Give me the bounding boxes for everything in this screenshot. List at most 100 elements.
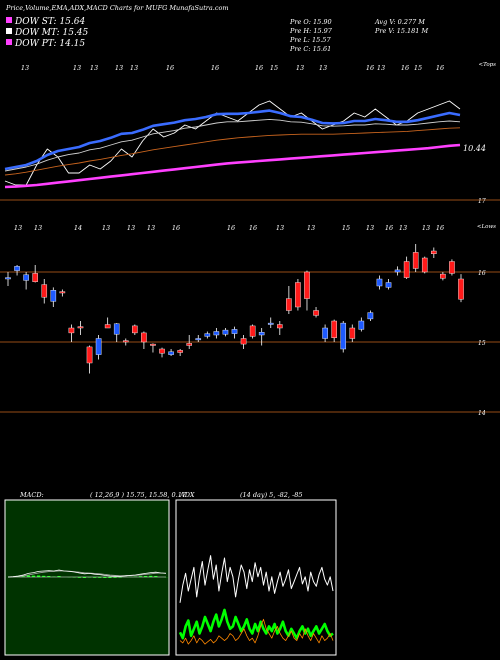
legend-entry: DOW ST: 15.64 — [14, 17, 85, 27]
price-candle — [358, 317, 365, 332]
price-candle — [385, 279, 392, 290]
price-candle — [68, 324, 75, 342]
candle-body — [394, 269, 401, 273]
price-candle — [5, 272, 11, 286]
candle-body — [331, 320, 337, 338]
price-top-tick: 13 — [102, 224, 110, 232]
price-top-tick: 16 — [249, 224, 257, 232]
candle-body — [277, 324, 283, 329]
candle-body — [5, 277, 11, 280]
price-top-tick: 13 — [399, 224, 407, 232]
price-candle — [168, 349, 174, 356]
price-candle — [32, 265, 38, 283]
price-panel: 13 13 14 13 13 13 16 16 16 13 13 15 13 16 13 13 16 <Lows 1… — [0, 224, 500, 417]
ema-top-tick: 13 — [319, 64, 327, 72]
price-candle — [367, 310, 374, 321]
candle-body — [14, 266, 20, 271]
price-top-tick: 16 — [172, 224, 180, 232]
ema-top-tick: 13 — [90, 64, 98, 72]
price-candle — [322, 324, 328, 342]
price-candle — [313, 307, 319, 318]
candle-body — [177, 350, 183, 353]
price-candle — [213, 328, 220, 339]
candle-body — [313, 310, 319, 316]
price-top-tick: 14 — [74, 224, 82, 232]
legend-swatch — [6, 39, 12, 45]
candle-body — [104, 324, 111, 329]
price-candle — [132, 324, 138, 335]
legend-swatch — [6, 28, 12, 34]
candle-body — [286, 298, 292, 311]
candle-body — [23, 274, 29, 281]
legend-entry: DOW PT: 14.15 — [14, 39, 85, 49]
macd-line — [7, 570, 167, 578]
candle-body — [50, 290, 57, 302]
ema-top-tick: 15 — [270, 64, 278, 72]
price-candle — [349, 324, 356, 342]
price-candle — [458, 274, 464, 303]
adx-title: ADX — [179, 491, 195, 499]
price-top-tick: 16 — [385, 224, 393, 232]
candle-body — [240, 338, 247, 345]
price-top-tick: 13 — [307, 224, 315, 232]
candle-body — [267, 322, 274, 325]
price-candle — [267, 317, 274, 328]
price-candle — [440, 272, 446, 281]
price-corner-label: <Lows — [477, 224, 496, 230]
stat-prev-volume: Pre V: 15.181 M — [374, 27, 428, 35]
price-candle — [331, 319, 337, 342]
candle-body — [95, 338, 102, 355]
candle-body — [340, 322, 347, 350]
ema-series-line — [4, 118, 461, 172]
macd-frame — [4, 499, 170, 656]
price-candle — [340, 321, 347, 353]
candle-body — [449, 261, 455, 274]
candle-body — [150, 343, 156, 346]
price-level-label: 15 — [478, 340, 486, 347]
candle-body — [304, 271, 310, 299]
price-candle — [41, 279, 48, 304]
candle-body — [86, 346, 93, 364]
ema-top-tick: 16 — [166, 64, 174, 72]
stat-prev-open: Pre O: 15.90 — [289, 18, 332, 26]
price-candle — [222, 328, 229, 337]
candle-body — [204, 333, 211, 337]
candle-body — [421, 257, 428, 273]
candle-body — [431, 250, 437, 254]
candle-body — [186, 343, 193, 346]
ema-top-tick: 16 — [211, 64, 219, 72]
candle-body — [403, 261, 410, 278]
candle-body — [68, 327, 75, 334]
price-candle — [195, 335, 202, 342]
price-candle — [150, 343, 156, 353]
price-top-tick: 13 — [422, 224, 430, 232]
page-title: Price,Volume,EMA,ADX,MACD Charts for MUF… — [5, 4, 229, 12]
price-candle — [376, 275, 383, 290]
price-candle — [104, 317, 111, 329]
ema-top-tick: 13 — [115, 64, 123, 72]
candle-body — [141, 332, 147, 343]
stat-avg-volume: Avg V: 0.277 M — [374, 18, 425, 26]
ema-series-line — [4, 143, 461, 189]
price-candle — [50, 287, 57, 307]
adx-line — [179, 555, 334, 603]
candle-body — [132, 325, 138, 334]
adx-values: (14 day) 5, -82, -85 — [240, 491, 303, 499]
price-top-tick: 13 — [34, 224, 42, 232]
price-candle — [304, 270, 310, 311]
candle-body — [458, 278, 464, 300]
price-candle — [86, 345, 93, 374]
macd-panel: MACD: ( 12,26,9 ) 15.75, 15.58, 0.17 — [4, 491, 187, 656]
price-top-tick: 13 — [127, 224, 135, 232]
price-candle — [177, 349, 183, 356]
candle-body — [385, 282, 392, 288]
price-candle — [113, 323, 120, 342]
price-candle — [421, 256, 428, 274]
price-candle — [412, 244, 419, 272]
price-top-tick: 13 — [147, 224, 155, 232]
adx-line — [179, 618, 334, 645]
candle-body — [249, 325, 256, 337]
price-candle — [277, 321, 283, 335]
ema-series-line — [4, 109, 461, 171]
